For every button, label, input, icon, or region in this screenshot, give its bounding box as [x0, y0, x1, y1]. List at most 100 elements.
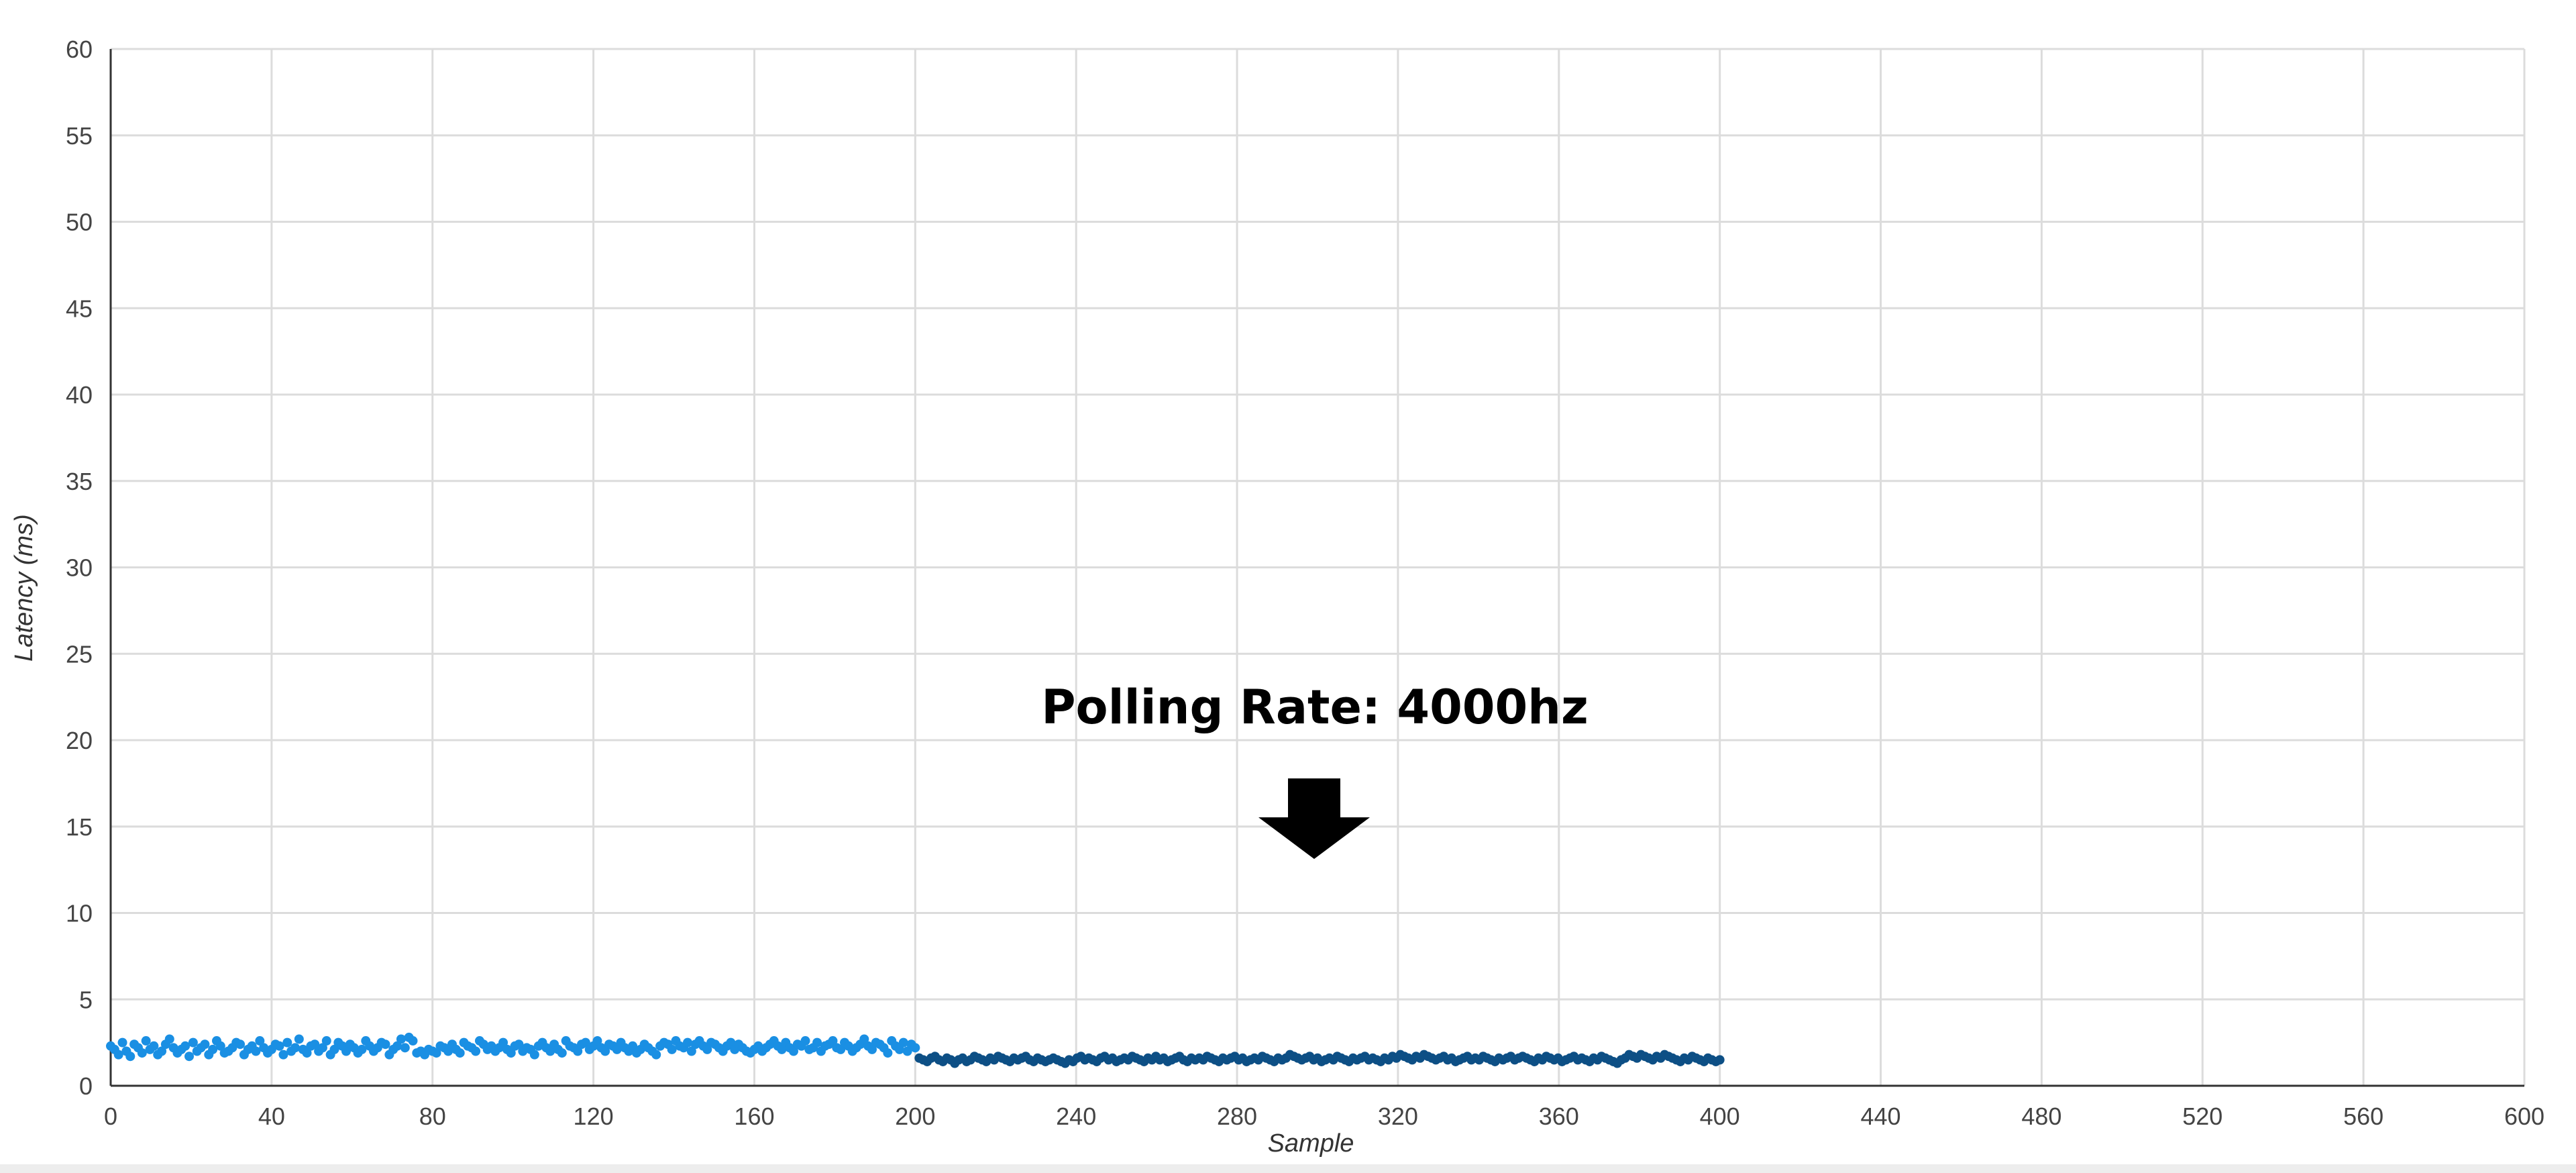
series-1-point — [788, 1046, 798, 1056]
y-tick-label: 35 — [66, 468, 93, 495]
series-1-point — [812, 1037, 822, 1048]
series-1-point — [149, 1041, 159, 1051]
polling-rate-annotation: Polling Rate: 4000hz — [1041, 680, 1589, 735]
x-tick-label: 160 — [734, 1103, 774, 1130]
series-1-point — [200, 1039, 210, 1050]
series-1-point — [726, 1037, 736, 1048]
series-1-point — [208, 1044, 218, 1054]
series-1-point — [137, 1048, 147, 1058]
x-tick-label: 520 — [2182, 1103, 2222, 1130]
series-1-point — [431, 1048, 441, 1058]
x-axis-title: Sample — [1268, 1129, 1354, 1158]
series-1-point — [396, 1034, 406, 1044]
axes — [109, 49, 2524, 1087]
y-tick-labels: 0 5 10 15 20 25 30 35 40 45 50 55 60 — [66, 36, 93, 1100]
series-1-point — [836, 1044, 846, 1054]
series-1-point — [894, 1044, 904, 1054]
series-1-point — [329, 1044, 339, 1054]
y-tick-label: 20 — [66, 727, 93, 754]
series-1-point — [392, 1041, 402, 1051]
series-1-point — [612, 1044, 622, 1054]
series-2-point — [1715, 1055, 1725, 1065]
series-1-point — [859, 1034, 869, 1044]
series-1-point — [529, 1050, 539, 1060]
series-1-point — [828, 1036, 838, 1046]
series-1-point — [573, 1046, 583, 1056]
y-tick-label: 45 — [66, 295, 93, 322]
x-tick-label: 560 — [2343, 1103, 2383, 1130]
x-tick-label: 480 — [2021, 1103, 2061, 1130]
series-1-point — [317, 1043, 327, 1053]
x-tick-label: 80 — [419, 1103, 446, 1130]
y-axis-title: Latency (ms) — [10, 514, 38, 662]
x-tick-label: 320 — [1378, 1103, 1418, 1130]
series-1-point — [184, 1052, 195, 1062]
y-tick-label: 60 — [66, 36, 93, 63]
series-1-point — [380, 1039, 390, 1050]
series-1-point — [408, 1036, 418, 1046]
y-tick-label: 5 — [79, 986, 93, 1013]
series-1-point — [557, 1048, 567, 1058]
x-tick-label: 0 — [104, 1103, 117, 1130]
x-tick-label: 200 — [895, 1103, 935, 1130]
series-1-point — [683, 1037, 693, 1048]
series-1-point — [294, 1034, 304, 1044]
series-1-point — [215, 1041, 225, 1051]
series-1-point — [164, 1034, 174, 1044]
series-1-point — [443, 1046, 453, 1056]
x-tick-label: 440 — [1860, 1103, 1900, 1130]
series-1-point — [341, 1046, 352, 1056]
series-1-point — [180, 1041, 191, 1051]
series-1-point — [302, 1048, 312, 1058]
series-1-point — [278, 1050, 288, 1060]
series-1-point — [506, 1048, 516, 1058]
series-1-point — [117, 1037, 127, 1048]
x-tick-labels: 0 40 80 120 160 200 240 280 320 360 400 440 480 520 56… — [104, 1103, 2544, 1130]
series-1-point — [628, 1041, 638, 1051]
series-1-point — [867, 1044, 877, 1054]
series-1-point — [498, 1037, 508, 1048]
series-1-point — [290, 1043, 300, 1053]
x-tick-label: 40 — [258, 1103, 285, 1130]
series-1-point — [545, 1046, 555, 1056]
y-tick-label: 55 — [66, 122, 93, 150]
series-1-point — [141, 1036, 151, 1046]
x-tick-label: 240 — [1056, 1103, 1096, 1130]
series-1-point — [321, 1036, 331, 1046]
series-1-point — [282, 1037, 292, 1048]
series-1-point — [800, 1036, 810, 1046]
x-tick-label: 600 — [2504, 1103, 2544, 1130]
x-tick-label: 120 — [574, 1103, 614, 1130]
y-tick-label: 50 — [66, 209, 93, 236]
series-1-point — [702, 1044, 712, 1054]
series-1-point — [255, 1036, 265, 1046]
x-tick-label: 280 — [1217, 1103, 1257, 1130]
y-tick-label: 15 — [66, 813, 93, 841]
y-tick-label: 40 — [66, 381, 93, 409]
series-1-point — [188, 1037, 198, 1048]
series-1-point — [471, 1046, 481, 1056]
series-1-point — [600, 1046, 610, 1056]
y-tick-label: 25 — [66, 640, 93, 668]
bottom-scrollbar-track — [0, 1164, 2576, 1173]
series-1-point — [910, 1043, 920, 1053]
y-tick-label: 10 — [66, 900, 93, 927]
series-1-point — [902, 1046, 912, 1056]
series-1-point — [651, 1050, 661, 1060]
x-tick-label: 400 — [1700, 1103, 1740, 1130]
series-1-point — [592, 1036, 602, 1046]
series-1-point — [357, 1044, 367, 1054]
series-1-point — [686, 1046, 696, 1056]
down-arrow-icon — [1258, 778, 1370, 859]
series-1-point — [400, 1043, 410, 1053]
series-1-point — [777, 1044, 787, 1054]
series-1-point — [157, 1046, 167, 1056]
series-1-point — [898, 1037, 908, 1048]
series-1-point — [113, 1050, 123, 1060]
series-1-point — [455, 1048, 465, 1058]
series-1-point — [667, 1044, 677, 1054]
series-1-point — [310, 1039, 320, 1050]
series-1-point — [274, 1041, 284, 1051]
